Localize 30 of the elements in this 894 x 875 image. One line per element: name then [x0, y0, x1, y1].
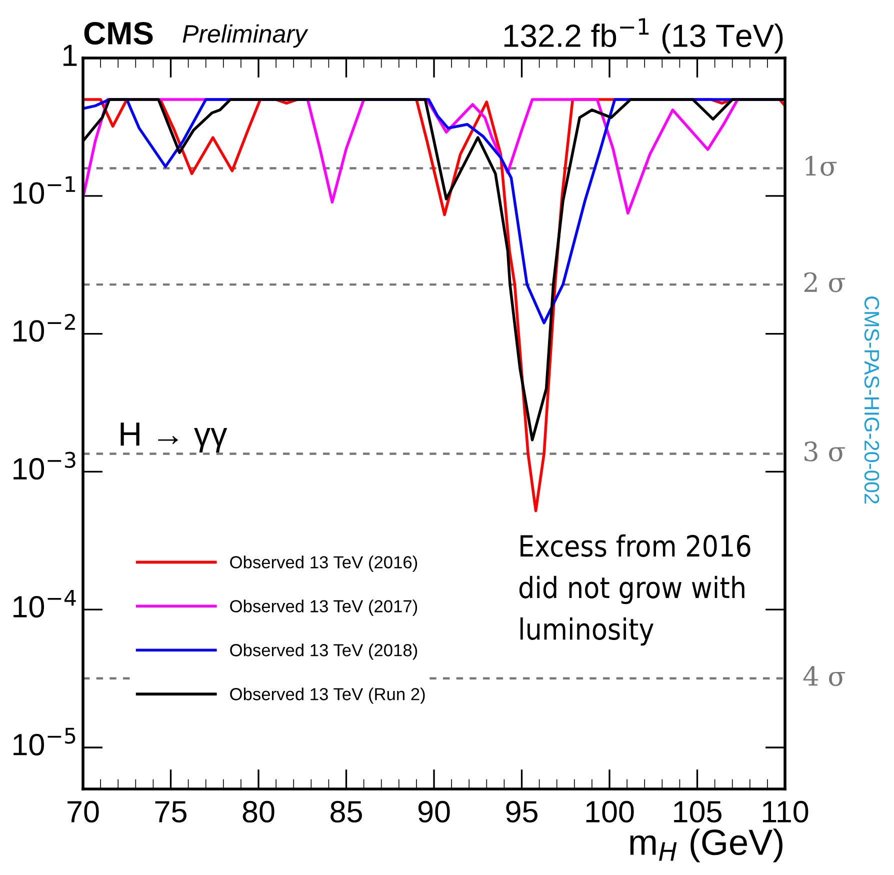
y-tick-label: 10$^{−4}$ — [14, 590, 76, 618]
chart-title: CMS — [84, 22, 153, 45]
ref-line-label: 3 σ — [804, 441, 845, 462]
x-tick-label: 80 — [242, 800, 274, 823]
x-axis-title: m$_{H}$ (GeV) — [630, 828, 782, 862]
legend-label: Observed 13 TeV (2017) — [230, 600, 418, 616]
y-tick-label: 10$^{−3}$ — [14, 452, 76, 480]
x-tick-label: 90 — [418, 800, 450, 823]
y-tick-label: 10$^{−1}$ — [14, 176, 76, 204]
x-tick-label: 70 — [68, 800, 99, 823]
y-tick-label: 1 — [63, 44, 77, 66]
legend-label: Observed 13 TeV (Run 2) — [230, 688, 425, 704]
y-tick-label: 10$^{−2}$ — [14, 314, 75, 342]
y-tick-label: 10$^{−5}$ — [14, 728, 76, 756]
annotation: Excess from 2016 did not grow with luminosity — [519, 534, 750, 646]
annotation: H → γγ — [120, 422, 228, 453]
text: 132.2 fb$^{−1}$ (13 TeV) — [504, 18, 783, 54]
ref-line-label: 2 σ — [804, 272, 845, 292]
x-tick-label: 75 — [155, 801, 186, 823]
ref-line-label: 4 σ — [803, 666, 845, 686]
x-tick-label: 95 — [506, 800, 538, 823]
x-tick-label: 100 — [586, 800, 634, 823]
x-tick-label: 85 — [330, 800, 362, 823]
x-tick-label: 105 — [674, 800, 722, 823]
x-tick-label: 110 — [762, 800, 808, 823]
ref-line-label: 1σ — [806, 156, 837, 176]
text: CMS-PAS-HIG-20-002 — [864, 296, 880, 504]
legend-label: Observed 13 TeV (2018) — [230, 644, 418, 660]
legend-label: Observed 13 TeV (2016) — [230, 556, 418, 572]
chart-subtitle: Preliminary — [182, 24, 308, 48]
